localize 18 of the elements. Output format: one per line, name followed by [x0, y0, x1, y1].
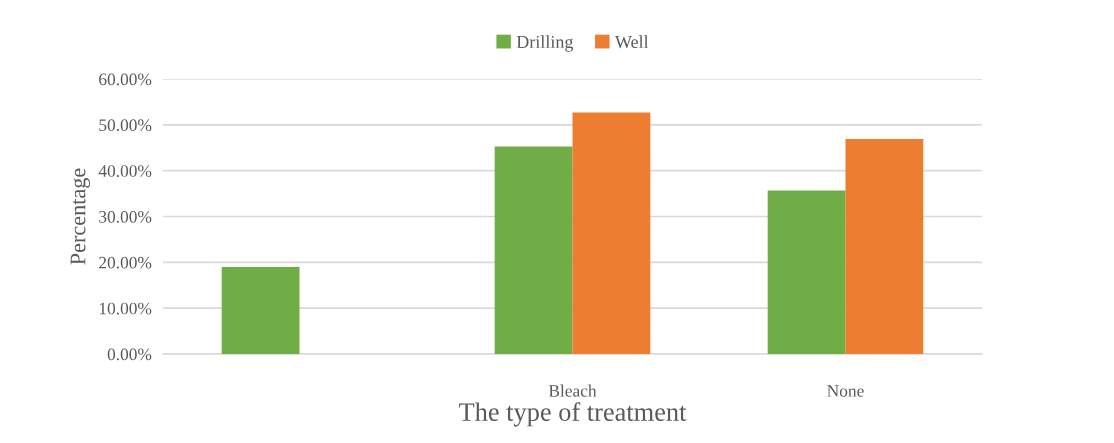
- y-axis-title: Percentage: [70, 168, 91, 265]
- bar: [845, 139, 924, 354]
- bar: [494, 146, 573, 354]
- bar: [572, 112, 651, 354]
- y-tick-label: 10.00%: [99, 302, 152, 315]
- y-tick-label: 0.00%: [107, 348, 152, 361]
- x-tick-label: Bleach: [548, 384, 597, 397]
- x-axis-title: The type of treatment: [459, 402, 687, 427]
- y-tick-label: 60.00%: [99, 73, 152, 86]
- y-tick-label: 20.00%: [99, 256, 152, 269]
- bar: [767, 190, 846, 354]
- y-tick-label: 30.00%: [99, 210, 152, 223]
- bar: [221, 266, 300, 354]
- legend-label: Drilling: [516, 35, 574, 52]
- y-tick-label: 50.00%: [99, 119, 152, 132]
- x-tick-label: None: [827, 385, 864, 397]
- y-tick-label: 40.00%: [98, 165, 152, 177]
- legend-label: Well: [614, 35, 649, 49]
